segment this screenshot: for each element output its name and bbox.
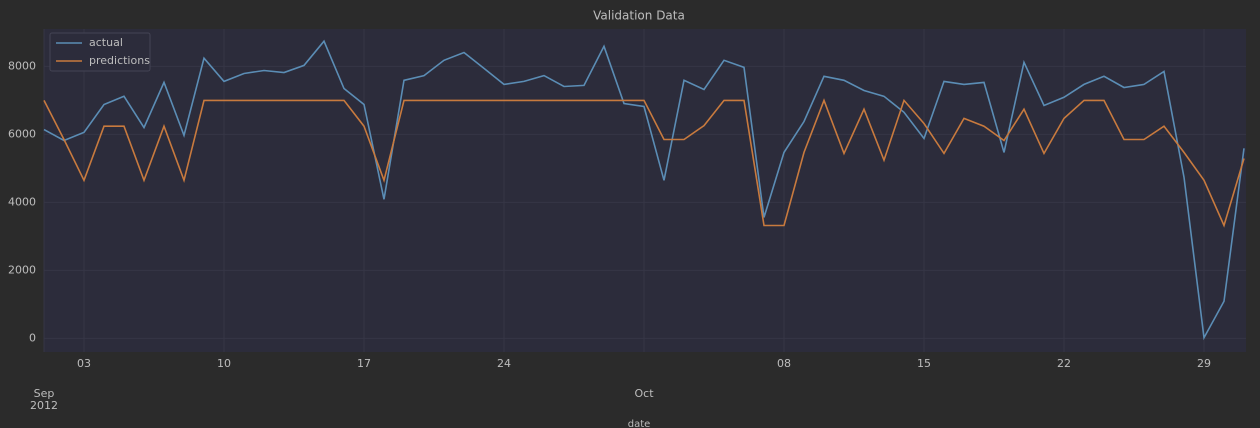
x-major-tick-label: Sep 2012 [30,387,58,412]
x-tick-label: 10 [217,357,231,370]
x-tick-label: 29 [1197,357,1211,370]
data-line [43,39,1245,341]
y-tick-label: 8000 [8,59,36,72]
plot-area [44,29,1246,352]
y-tick-label: 6000 [8,127,36,140]
legend-label: predictions [89,54,150,67]
data-line [43,98,1245,228]
x-tick-label: 17 [357,357,371,370]
legend-label: actual [89,36,123,49]
y-tick-label: 4000 [8,195,36,208]
x-tick-label: 15 [917,357,931,370]
chart-title: Validation Data [593,9,685,23]
y-tick-label: 2000 [8,263,36,276]
x-tick-label: 03 [77,357,91,370]
x-axis-label: date [628,419,651,428]
legend: actual predictions [49,32,151,72]
x-tick-label: 08 [777,357,791,370]
x-tick-label: 24 [497,357,511,370]
x-tick-label: 22 [1057,357,1071,370]
y-tick-label: 0 [29,331,36,344]
x-major-tick-label: Oct [634,387,654,400]
